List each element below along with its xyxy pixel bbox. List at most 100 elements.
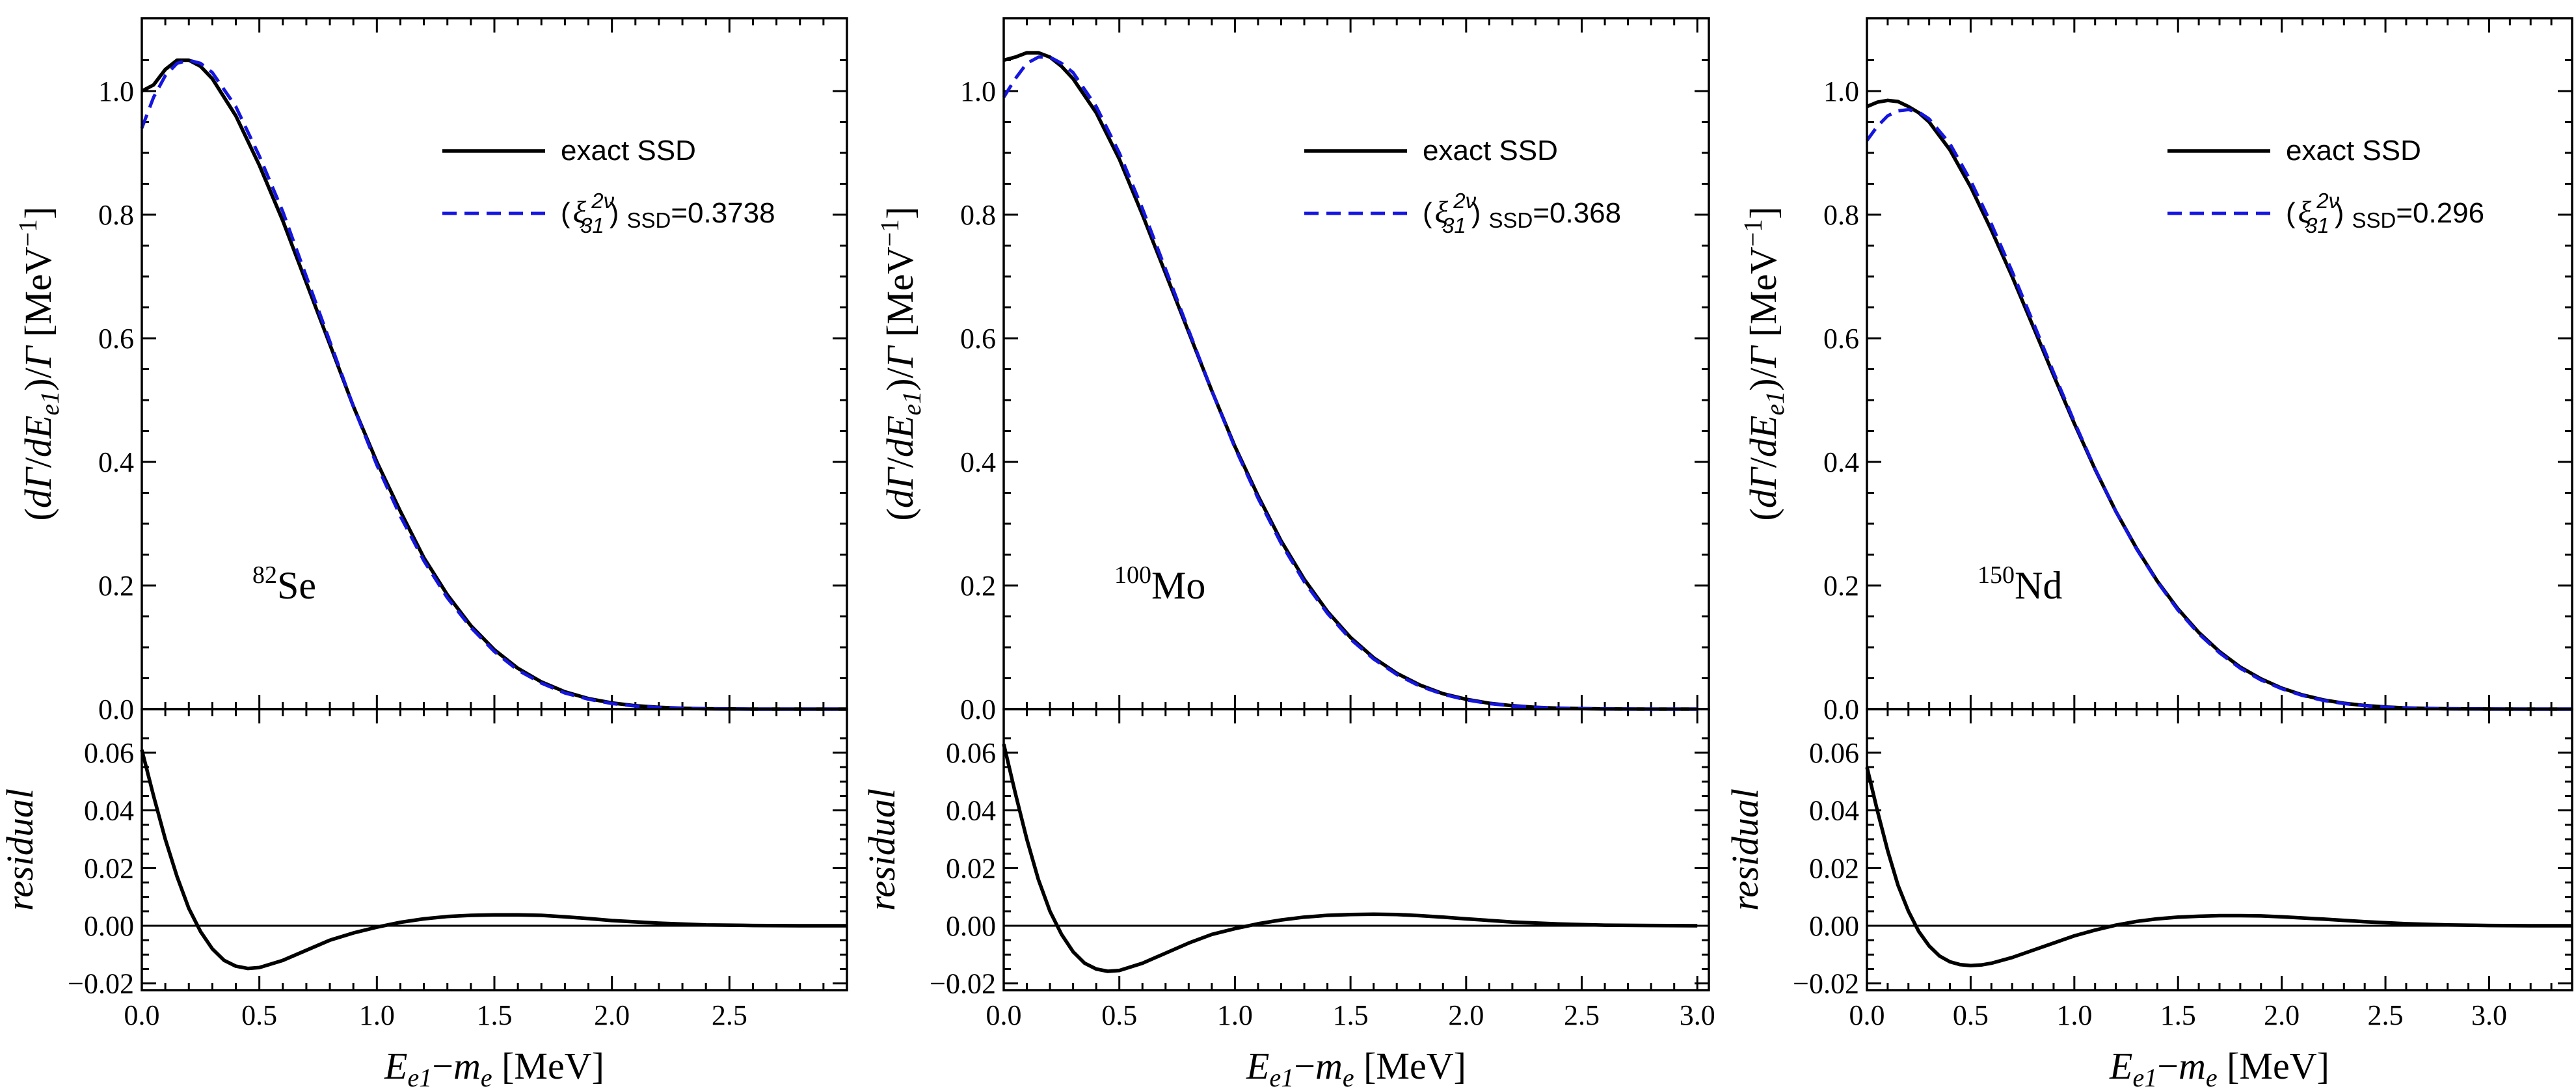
- y-tick-label: −0.02: [930, 968, 996, 1000]
- isotope-mass-number: 150: [1978, 561, 2015, 589]
- ylabel-gamma: Γ: [1742, 345, 1784, 368]
- xlabel-msub: e: [2206, 1063, 2218, 1091]
- y-axis-label-residual: residual: [861, 788, 903, 911]
- ylabel-unit: [MeV: [1742, 247, 1784, 346]
- y-tick-label: 0.00: [946, 910, 996, 942]
- y-axis-label-main: (dΓ/dEe1)/Γ [MeV−1]: [875, 206, 926, 520]
- y-tick-label: 0.0: [1823, 694, 1859, 725]
- x-tick-label: 1.5: [1333, 999, 1369, 1031]
- ylabel-d: d: [879, 438, 921, 457]
- xlabel-m: m: [453, 1045, 481, 1087]
- y-tick-label: 1.0: [98, 75, 134, 107]
- ylabel-gamma: Γ: [879, 345, 921, 368]
- legend-approx-sub: 31: [580, 213, 604, 237]
- ylabel-sub: e1: [35, 391, 64, 416]
- main-plot-frame: [141, 17, 848, 710]
- y-tick-label: 0.8: [960, 199, 996, 231]
- approx-ssd-dashed-line: [140, 59, 847, 711]
- exact-ssd-line: [141, 58, 847, 711]
- ylabel-close: ): [879, 379, 921, 391]
- y-tick-label: 0.6: [1823, 323, 1859, 355]
- y-tick-label: 0.04: [1809, 795, 1859, 827]
- y-tick-label: 0.4: [98, 446, 134, 478]
- xlabel-unit: [MeV]: [2218, 1045, 2329, 1087]
- x-tick-label: 3.0: [1680, 999, 1715, 1031]
- y-tick-label: 0.6: [98, 323, 134, 355]
- legend-xi-symbol: ξ: [2298, 195, 2312, 230]
- ticks: [141, 18, 848, 990]
- y-tick-label: 0.04: [84, 795, 134, 827]
- legend-approx-sup: 2ν: [591, 189, 614, 213]
- legend-approx-sup: 2ν: [1453, 189, 1476, 213]
- x-axis-label: Ee1−me [MeV]: [384, 1045, 604, 1091]
- isotope-mass-number: 100: [1114, 561, 1151, 589]
- y-tick-label: 0.2: [98, 570, 134, 602]
- x-tick-label: 1.5: [477, 999, 513, 1031]
- legend-approx-label: (ξ 2ν 31) SSD=0.296: [2286, 189, 2484, 237]
- y-tick-label: 0.00: [84, 910, 134, 942]
- legend-paren-open: (: [2286, 197, 2296, 229]
- x-tick-label: 2.0: [1448, 999, 1484, 1031]
- ylabel-gamma: Γ: [17, 345, 59, 368]
- xlabel-m: m: [1315, 1045, 1343, 1087]
- x-tick-label: 1.0: [2056, 999, 2092, 1031]
- ylabel-open: (: [1742, 508, 1784, 520]
- panel-mo: 0.0 0.5 1.0 1.5 2.0 2.5 3.0 0.0 0.2 0.4 0.6 0.8 1.0 −…: [861, 17, 1715, 1091]
- y-tick-label: 0.0: [960, 694, 996, 725]
- ylabel-sub: e1: [1760, 391, 1790, 416]
- y-tick-label: 0.4: [1823, 446, 1859, 478]
- x-tick-label: 2.5: [2368, 999, 2404, 1031]
- ylabel-unit-exp: −1: [1738, 219, 1767, 247]
- y-tick-label: 0.06: [946, 737, 996, 769]
- isotope-label: 82Se: [252, 561, 316, 607]
- x-tick-label: 2.0: [594, 999, 630, 1031]
- y-tick-label: 0.04: [946, 795, 996, 827]
- xlabel-dash: −: [2157, 1045, 2179, 1087]
- xlabel-dash: −: [1294, 1045, 1315, 1087]
- x-axis-label: Ee1−me [MeV]: [1246, 1045, 1466, 1091]
- xlabel-e: E: [1246, 1045, 1269, 1087]
- y-tick-label: −0.02: [68, 968, 134, 1000]
- legend-approx-sup: 2ν: [2316, 189, 2339, 213]
- y-tick-label: 0.02: [946, 852, 996, 884]
- isotope-mass-number: 82: [252, 561, 277, 589]
- y-tick-label: 0.8: [98, 199, 134, 231]
- x-tick-label: 3.0: [2471, 999, 2507, 1031]
- ylabel-slash: /: [1742, 457, 1784, 468]
- residual-line: [1002, 744, 1698, 973]
- ylabel-slash: /: [879, 457, 921, 468]
- x-tick-label: 0.5: [241, 999, 277, 1031]
- y-tick-label: −0.02: [1793, 968, 1859, 1000]
- legend-xi-value: =0.3738: [671, 197, 775, 229]
- ylabel-e: E: [879, 416, 921, 439]
- ylabel-unit: [MeV: [17, 247, 59, 346]
- approx-ssd-dashed-line: [1002, 55, 1698, 711]
- ylabel-gamma: Γ: [879, 466, 921, 490]
- ylabel-slash: /: [17, 368, 59, 379]
- y-tick-label: 0.6: [960, 323, 996, 355]
- ylabel-d: d: [17, 438, 59, 457]
- y-tick-label: 0.06: [1809, 737, 1859, 769]
- xlabel-unit: [MeV]: [1354, 1045, 1466, 1087]
- ylabel-unit-close: ]: [1742, 206, 1784, 219]
- ylabel-sub: e1: [897, 391, 926, 416]
- isotope-symbol: Se: [277, 564, 316, 607]
- ylabel-open: (: [17, 508, 59, 520]
- x-tick-label: 0.0: [124, 999, 160, 1031]
- legend-approx-label: (ξ 2ν 31) SSD=0.3738: [561, 189, 775, 237]
- x-tick-label: 1.5: [2160, 999, 2196, 1031]
- x-tick-label: 0.5: [1953, 999, 1989, 1031]
- isotope-symbol: Mo: [1151, 564, 1205, 607]
- ylabel-e: E: [17, 416, 59, 439]
- residual-line: [1865, 766, 2572, 967]
- ylabel-d: d: [879, 489, 921, 508]
- ylabel-d: d: [17, 489, 59, 508]
- y-tick-label: 0.0: [98, 694, 134, 725]
- ylabel-unit-exp: −1: [13, 219, 42, 247]
- ylabel-slash: /: [17, 457, 59, 468]
- y-axis-label-residual: residual: [1724, 788, 1766, 911]
- y-tick-label: 0.2: [960, 570, 996, 602]
- exact-ssd-line: [1866, 98, 2572, 711]
- x-tick-label: 2.5: [712, 999, 747, 1031]
- residual-line: [140, 749, 847, 971]
